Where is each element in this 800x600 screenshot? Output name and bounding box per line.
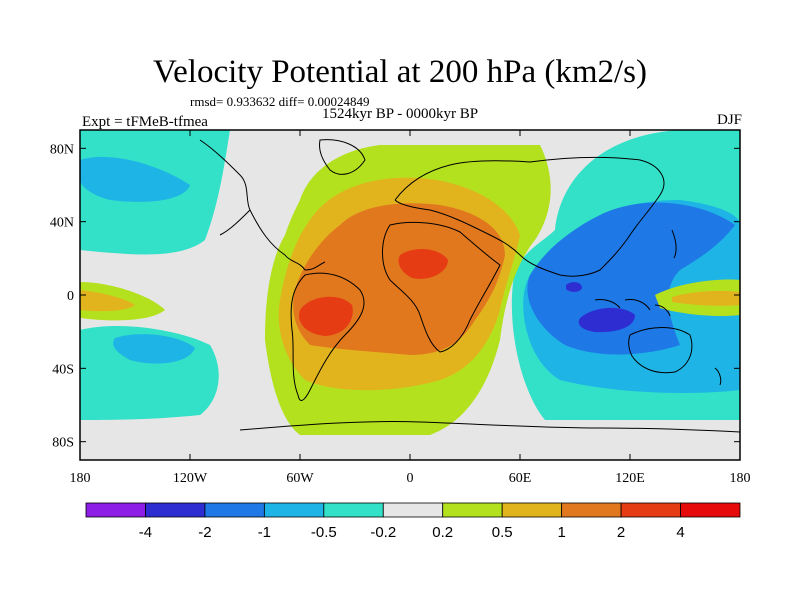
lat-tick-label: 80S: [52, 436, 74, 451]
indopacific-moderate: [527, 202, 735, 355]
australia-coast: [628, 327, 693, 374]
north-africa-max: [398, 248, 448, 279]
colorbar-swatch: [145, 502, 206, 518]
east-pacific-moderate-sh: [113, 334, 195, 364]
colorbar-swatch: [204, 502, 265, 518]
lat-tick-label: 0: [67, 289, 74, 304]
coastlines: [199, 139, 740, 433]
stats-text: rmsd= 0.933632 diff= 0.00024849: [190, 94, 370, 109]
lon-tick-label: 180: [730, 471, 751, 486]
colorbar-swatch: [442, 502, 503, 518]
colorbar-swatch: [561, 502, 622, 518]
new-zealand-coast: [714, 367, 722, 386]
south-america-coast: [290, 272, 365, 401]
colorbar-swatch: [382, 502, 444, 518]
antarctica-coast: [239, 421, 740, 433]
longitude-axis: 180 120W 60W 0 60E 120E 180: [70, 130, 751, 486]
colorbar-label: 1: [557, 524, 565, 541]
period-text: 1524kyr BP - 0000kyr BP: [322, 106, 479, 122]
lat-tick-label: 40N: [50, 216, 74, 231]
europe-asia-coast: [394, 156, 665, 277]
central-pacific-moderate: [80, 290, 135, 312]
colorbar-swatch: [263, 502, 325, 518]
experiment-label: Expt = tFMeB-tfmea: [82, 114, 208, 130]
colorbar-label: 0.2: [432, 524, 453, 541]
contour-field: [80, 130, 740, 460]
north-america-coast: [199, 139, 326, 271]
colorbar-label: 2: [617, 524, 625, 541]
colorbar-label: -0.2: [370, 524, 396, 541]
indonesia-strong-negative: [578, 307, 635, 333]
lon-tick-label: 60W: [286, 471, 314, 486]
lon-tick-label: 60E: [509, 471, 532, 486]
western-pacific-moderate: [672, 290, 740, 306]
colorbar-swatch: [620, 502, 681, 518]
lon-tick-label: 180: [70, 471, 91, 486]
indonesia-coast: [594, 299, 671, 317]
colorbar-swatch: [501, 502, 563, 518]
south-america-max: [299, 296, 353, 336]
indian-ocean-strong-negative: [566, 282, 582, 292]
colorbar: -4 -2 -1 -0.5 -0.2 0.2 0.5 1 2 4: [85, 502, 741, 541]
colorbar-label: -2: [198, 524, 211, 541]
colorbar-swatch: [680, 502, 741, 518]
japan-coast: [671, 229, 677, 259]
plot-title: Velocity Potential at 200 hPa (km2/s): [152, 54, 648, 90]
greenland-coast: [319, 139, 366, 175]
lat-tick-label: 40S: [52, 362, 74, 377]
lon-tick-label: 120E: [615, 471, 645, 486]
lon-tick-label: 0: [407, 471, 414, 486]
season-label: DJF: [716, 112, 742, 128]
lat-tick-label: 80N: [50, 142, 74, 157]
east-pacific-moderate-nh: [80, 156, 190, 202]
colorbar-label: -1: [258, 524, 271, 541]
lon-tick-label: 120W: [173, 471, 208, 486]
colorbar-label: -0.5: [311, 524, 337, 541]
colorbar-label: 0.5: [492, 524, 513, 541]
africa-coast: [382, 221, 501, 353]
colorbar-swatch: [323, 502, 384, 518]
colorbar-label: 4: [676, 524, 684, 541]
colorbar-swatch: [85, 502, 146, 518]
latitude-axis: 80N 40N 0 40S 80S: [50, 142, 740, 451]
colorbar-label: -4: [139, 524, 152, 541]
